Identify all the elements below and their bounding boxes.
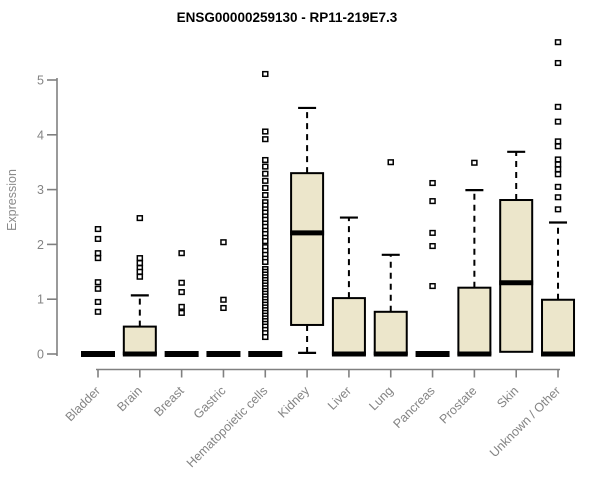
outlier-point bbox=[554, 171, 562, 178]
outlier-point bbox=[554, 118, 562, 125]
outlier-point bbox=[178, 309, 185, 316]
outlier-point bbox=[262, 192, 269, 199]
outlier-point bbox=[94, 298, 102, 305]
x-tick-label: Kidney bbox=[275, 383, 312, 420]
outlier-point bbox=[178, 279, 185, 286]
outlier-point bbox=[471, 159, 478, 166]
box-rect bbox=[457, 286, 492, 355]
outlier-point bbox=[262, 156, 269, 164]
boxplot-skin bbox=[499, 150, 534, 353]
outlier-point bbox=[94, 285, 102, 292]
boxplot-gastric bbox=[206, 239, 241, 357]
outlier-point bbox=[262, 238, 269, 245]
boxplot-breast bbox=[164, 250, 199, 357]
outlier-point bbox=[429, 282, 436, 290]
outlier-point bbox=[220, 239, 227, 246]
outlier-point bbox=[262, 128, 269, 135]
box-rect bbox=[331, 297, 366, 356]
outlier-point bbox=[554, 194, 562, 201]
outlier-point bbox=[554, 183, 562, 190]
outlier-point bbox=[554, 166, 562, 173]
outlier-point bbox=[554, 143, 562, 150]
outlier-point bbox=[554, 59, 562, 67]
outlier-point bbox=[554, 39, 562, 46]
chart-title: ENSG00000259130 - RP11-219E7.3 bbox=[177, 10, 398, 25]
outlier-point bbox=[136, 255, 144, 262]
x-tick-label: Brain bbox=[114, 384, 145, 415]
outlier-point bbox=[429, 198, 436, 205]
outlier-point bbox=[136, 268, 144, 275]
x-tick-label: Bladder bbox=[63, 384, 103, 424]
outlier-point bbox=[262, 163, 269, 170]
outlier-point bbox=[554, 161, 562, 168]
outlier-point bbox=[136, 273, 144, 280]
y-tick-label: 3 bbox=[37, 183, 44, 197]
outlier-point bbox=[387, 159, 394, 166]
y-tick-label: 4 bbox=[37, 128, 44, 142]
x-tick-label: Hematopoietic cells bbox=[184, 384, 271, 471]
outlier-point bbox=[429, 179, 436, 187]
boxplot-unknown-other bbox=[541, 39, 576, 357]
x-tick-label: Breast bbox=[151, 383, 187, 419]
outlier-point bbox=[94, 308, 102, 315]
outlier-point bbox=[94, 279, 102, 286]
outlier-point bbox=[262, 70, 269, 78]
outlier-point bbox=[136, 259, 144, 267]
outlier-point bbox=[178, 289, 185, 296]
boxplot-lung bbox=[373, 159, 408, 357]
outlier-point bbox=[220, 304, 227, 312]
boxplot-bladder bbox=[81, 226, 115, 357]
outlier-point bbox=[554, 156, 562, 163]
outlier-point bbox=[94, 255, 102, 262]
boxplot-kidney bbox=[290, 106, 325, 355]
x-tick-label: Lung bbox=[366, 384, 396, 414]
box-rect bbox=[122, 325, 157, 356]
boxplot-pancreas bbox=[415, 179, 450, 357]
y-tick-label: 0 bbox=[37, 348, 44, 362]
outlier-point bbox=[262, 177, 269, 184]
x-tick-label: Prostate bbox=[437, 384, 480, 427]
x-tick-label: Liver bbox=[325, 384, 354, 413]
boxplot-liver bbox=[331, 216, 366, 357]
outlier-point bbox=[262, 136, 269, 143]
box-rect bbox=[541, 298, 576, 355]
boxplot-series bbox=[81, 39, 576, 357]
outlier-point bbox=[262, 184, 269, 192]
outlier-point bbox=[262, 333, 269, 341]
outlier-point bbox=[429, 242, 436, 250]
boxplot-prostate bbox=[457, 159, 492, 357]
y-axis-label: Expression bbox=[5, 169, 19, 231]
box-rect bbox=[290, 172, 325, 326]
y-tick-label: 2 bbox=[37, 238, 44, 252]
outlier-point bbox=[178, 303, 185, 310]
outlier-point bbox=[94, 226, 102, 233]
outlier-point bbox=[94, 235, 102, 242]
x-tick-label: Pancreas bbox=[390, 384, 437, 431]
y-tick-label: 1 bbox=[37, 293, 44, 307]
y-tick-label: 5 bbox=[37, 74, 44, 88]
x-tick-label: Skin bbox=[494, 384, 521, 411]
boxplot-brain bbox=[122, 215, 157, 357]
x-tick-label: Gastric bbox=[191, 384, 229, 422]
outlier-point bbox=[554, 138, 562, 145]
outlier-point bbox=[262, 170, 269, 177]
outlier-point bbox=[220, 296, 227, 303]
outlier-point bbox=[429, 229, 436, 236]
outlier-point bbox=[554, 206, 562, 213]
box-rect bbox=[499, 199, 534, 353]
box-rect bbox=[373, 310, 408, 355]
outlier-point bbox=[554, 103, 562, 110]
x-tick-label: Unknown / Other bbox=[487, 384, 563, 460]
outlier-point bbox=[94, 250, 102, 257]
outlier-point bbox=[262, 258, 269, 265]
outlier-point bbox=[136, 215, 144, 222]
outlier-point bbox=[178, 250, 185, 257]
boxplot-hematopoietic-cells bbox=[248, 70, 283, 357]
